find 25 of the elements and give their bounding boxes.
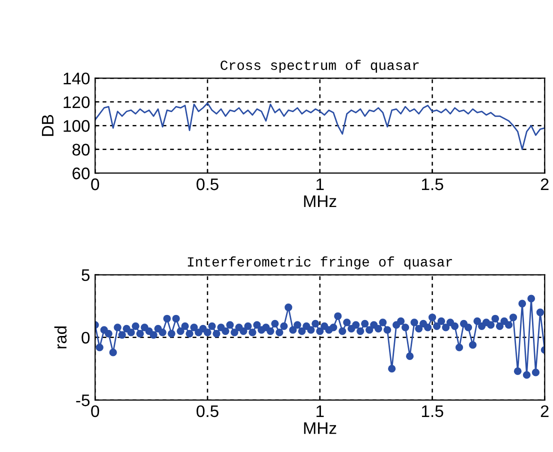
y-tick-label: 120 [64, 96, 90, 108]
line-series [95, 102, 545, 150]
x-tick-label: 1.5 [422, 178, 444, 190]
y-tick-label: 5 [82, 269, 90, 282]
x-tick-label: 0.5 [196, 178, 218, 190]
y-tick-label: 0 [82, 332, 90, 344]
x-tick-label: 2 [540, 178, 549, 190]
x-tick-label: 2 [540, 405, 549, 417]
y-axis-title: rad [54, 326, 67, 348]
x-axis-title: MHz [304, 422, 336, 434]
x-tick-label: 0 [91, 178, 100, 190]
y-axis-title: DB [42, 114, 54, 136]
y-tick-label: 100 [64, 120, 90, 132]
y-tick-label: 60 [72, 168, 90, 180]
x-axis-title: MHz [304, 196, 336, 207]
x-tick-label: 0.5 [196, 405, 218, 418]
x-tick-label: 0 [91, 405, 100, 418]
chart-title: Cross spectrum of quasar [220, 60, 419, 73]
y-tick-label: 140 [64, 72, 90, 84]
y-tick-label: -5 [76, 394, 90, 406]
chart-title: Interferometric fringe of quasar [188, 256, 452, 270]
x-tick-label: 1 [316, 405, 324, 417]
y-tick-label: 80 [72, 144, 90, 156]
x-tick-label: 1 [316, 178, 324, 190]
x-tick-label: 1.5 [422, 405, 444, 418]
